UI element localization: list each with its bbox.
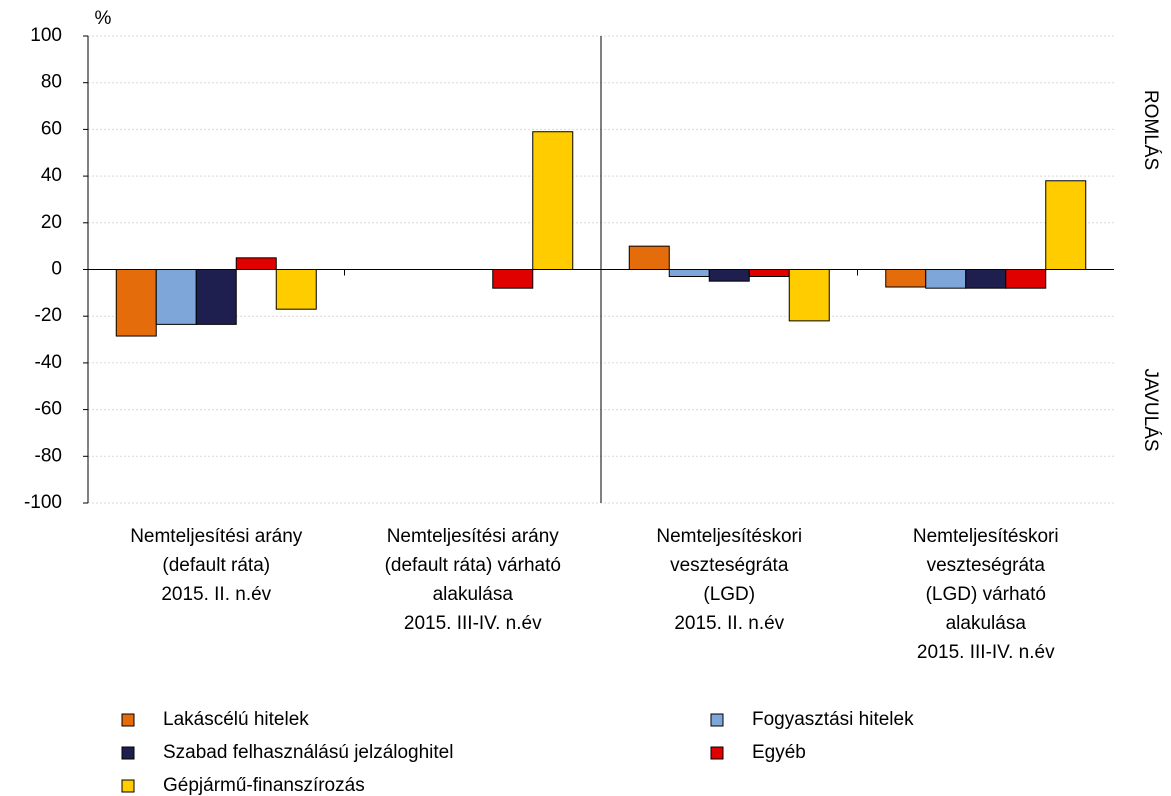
y-tick-label: -100 xyxy=(24,492,62,513)
bar xyxy=(275,269,317,310)
bar xyxy=(155,269,197,325)
bar xyxy=(885,269,927,288)
y-tick-label: 100 xyxy=(30,25,62,46)
y-tick-label: 40 xyxy=(41,165,62,186)
y-tick-label: -60 xyxy=(35,399,62,420)
legend-label: Gépjármű-finanszírozás xyxy=(163,775,365,796)
y-tick-label: 80 xyxy=(41,72,62,93)
legend-swatch xyxy=(121,746,135,760)
bar xyxy=(195,269,237,325)
bar xyxy=(925,269,967,289)
legend-label: Fogyasztási hitelek xyxy=(752,709,914,730)
y-tick-label: -20 xyxy=(35,305,62,326)
legend-swatch xyxy=(710,713,724,727)
bar xyxy=(1045,180,1087,271)
bar xyxy=(748,269,790,278)
y-tick-label: 60 xyxy=(41,118,62,139)
y-tick-label: -40 xyxy=(35,352,62,373)
bar xyxy=(668,269,710,278)
legend-label: Szabad felhasználású jelzáloghitel xyxy=(163,742,453,763)
legend-swatch xyxy=(121,779,135,793)
legend-swatch xyxy=(710,746,724,760)
y-axis-unit: % xyxy=(95,8,112,29)
x-tick-label: Nemteljesítési arány (default ráta) 2015… xyxy=(130,526,303,605)
bar xyxy=(965,269,1007,289)
annotation: ROMLÁS xyxy=(1140,90,1161,170)
bar xyxy=(708,269,750,282)
y-tick-label: -80 xyxy=(35,445,62,466)
bar xyxy=(532,131,574,270)
bar xyxy=(115,269,157,337)
x-tick-label: Nemteljesítéskori veszteségráta (LGD) vá… xyxy=(912,526,1059,663)
bar xyxy=(788,269,830,322)
legend-label: Egyéb xyxy=(752,742,806,763)
bar xyxy=(1005,269,1047,289)
bar xyxy=(235,257,277,271)
y-tick-label: 20 xyxy=(41,212,62,233)
x-tick-label: Nemteljesítéskori veszteségráta (LGD) 20… xyxy=(656,526,803,634)
bar xyxy=(628,245,670,270)
y-tick-label: 0 xyxy=(51,259,62,280)
bar xyxy=(492,269,534,289)
legend-label: Lakáscélú hitelek xyxy=(163,709,309,730)
annotation: JAVULÁS xyxy=(1140,368,1161,451)
x-tick-label: Nemteljesítési arány (default ráta) várh… xyxy=(384,526,561,634)
legend-swatch xyxy=(121,713,135,727)
